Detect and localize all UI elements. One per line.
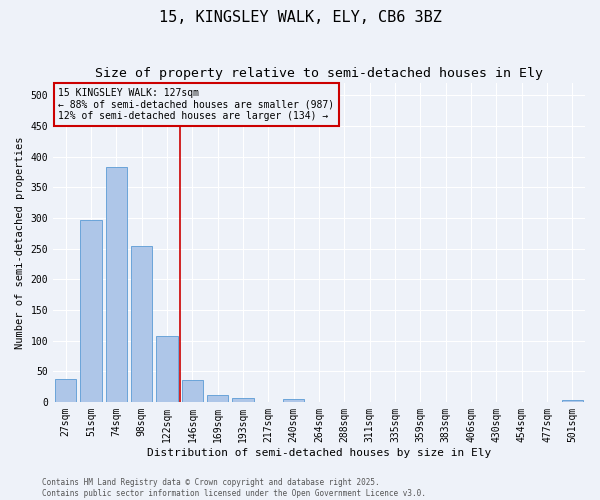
Text: 15 KINGSLEY WALK: 127sqm
← 88% of semi-detached houses are smaller (987)
12% of : 15 KINGSLEY WALK: 127sqm ← 88% of semi-d… [58, 88, 334, 121]
Bar [182, 380, 203, 402]
Bar [106, 167, 127, 402]
Y-axis label: Number of semi-detached properties: Number of semi-detached properties [15, 136, 25, 348]
Bar [283, 400, 304, 402]
Bar [156, 336, 178, 402]
X-axis label: Distribution of semi-detached houses by size in Ely: Distribution of semi-detached houses by … [147, 448, 491, 458]
Bar [55, 379, 76, 402]
Text: 15, KINGSLEY WALK, ELY, CB6 3BZ: 15, KINGSLEY WALK, ELY, CB6 3BZ [158, 10, 442, 25]
Bar [562, 400, 583, 402]
Bar [207, 395, 229, 402]
Title: Size of property relative to semi-detached houses in Ely: Size of property relative to semi-detach… [95, 68, 543, 80]
Bar [80, 220, 102, 402]
Text: Contains HM Land Registry data © Crown copyright and database right 2025.
Contai: Contains HM Land Registry data © Crown c… [42, 478, 426, 498]
Bar [131, 246, 152, 402]
Bar [232, 398, 254, 402]
